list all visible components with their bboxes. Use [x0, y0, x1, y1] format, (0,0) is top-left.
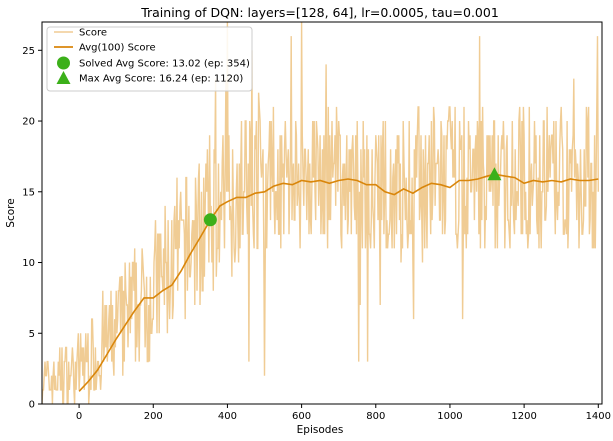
plot-area	[42, 22, 599, 404]
y-tick-label: 15	[22, 187, 35, 198]
y-axis-title: Score	[5, 198, 17, 227]
plot-frame	[41, 21, 603, 405]
x-tick-label: 1400	[586, 411, 611, 422]
chart-title: Training of DQN: layers=[128, 64], lr=0.…	[140, 5, 499, 20]
y-axis: 0 5 10 15 20 25	[22, 46, 42, 411]
legend: Score Avg(100) Score Solved Avg Score: 13.…	[46, 26, 253, 92]
legend-label: Avg(100) Score	[79, 43, 156, 54]
y-tick-label: 10	[22, 258, 35, 269]
x-tick-label: 400	[218, 411, 237, 422]
y-tick-label: 0	[29, 400, 35, 411]
legend-label: Solved Avg Score: 13.02 (ep: 354)	[79, 59, 250, 70]
avg-score-series-line	[78, 173, 599, 392]
legend-max-swatch	[56, 71, 71, 84]
x-axis-title: Episodes	[297, 424, 344, 436]
x-tick-label: 800	[366, 411, 385, 422]
x-tick-label: 1200	[511, 411, 536, 422]
legend-label: Max Avg Score: 16.24 (ep: 1120)	[79, 74, 243, 85]
y-tick-label: 20	[22, 117, 35, 128]
legend-label: Score	[79, 28, 107, 39]
solved-score-marker	[203, 213, 217, 227]
max-score-marker	[487, 167, 502, 181]
y-tick-label: 25	[22, 46, 35, 57]
y-tick-label: 5	[29, 329, 35, 340]
x-tick-label: 200	[144, 411, 163, 422]
plot-series	[42, 22, 599, 404]
x-axis: 0 200 400 600 800 1000 1200 1400	[76, 404, 611, 422]
x-tick-label: 1000	[437, 411, 462, 422]
x-tick-label: 600	[292, 411, 311, 422]
score-series-line	[42, 22, 599, 404]
legend-solved-swatch	[57, 56, 70, 70]
legend-box	[46, 26, 253, 92]
x-tick-label: 0	[76, 411, 82, 422]
